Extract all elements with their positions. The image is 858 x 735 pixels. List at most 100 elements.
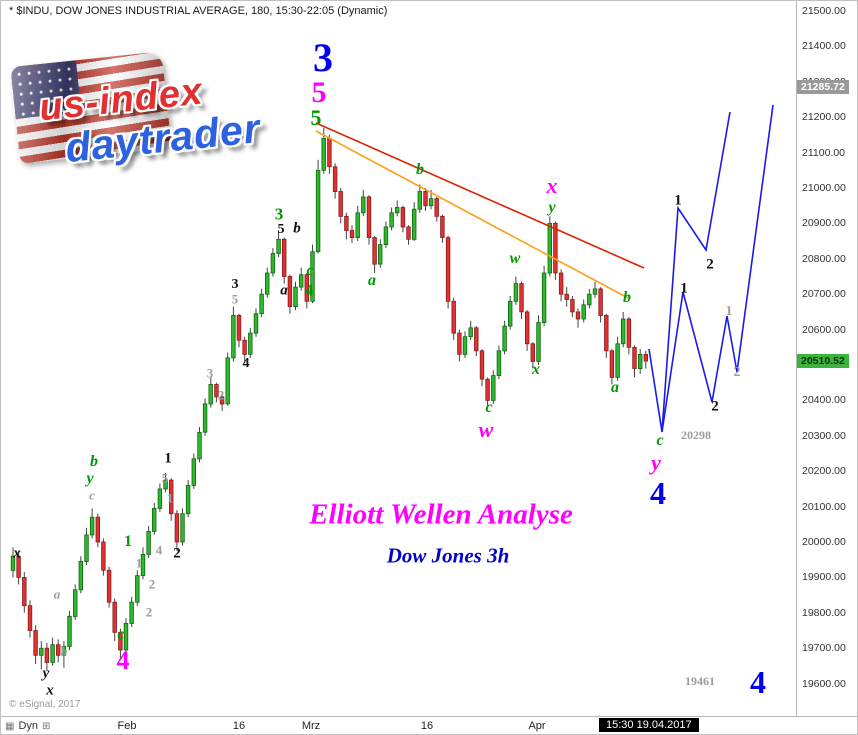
wave-annotation[interactable]: 1 bbox=[124, 533, 132, 550]
wave-annotation[interactable]: a bbox=[53, 586, 61, 602]
price-axis-label: 20900.00 bbox=[802, 217, 846, 230]
grid-icon: ▦ bbox=[5, 720, 15, 732]
price-axis[interactable]: 21500.0021400.0021300.0021200.0021100.00… bbox=[797, 1, 857, 716]
wave-annotation[interactable]: 4 bbox=[304, 280, 314, 300]
wave-annotation[interactable]: x bbox=[13, 545, 21, 562]
price-axis-label: 19700.00 bbox=[802, 642, 846, 655]
wave-annotation[interactable]: 2 bbox=[706, 256, 714, 273]
wave-annotation[interactable]: 5 bbox=[231, 291, 239, 307]
wave-annotation[interactable]: 3 bbox=[313, 35, 333, 80]
wave-annotation[interactable]: x bbox=[46, 682, 54, 699]
wave-annotation[interactable]: c bbox=[306, 262, 314, 279]
wave-annotation[interactable]: y bbox=[651, 450, 661, 475]
upper-price-badge: 21285.72 bbox=[797, 79, 849, 94]
wave-annotation[interactable]: 2 bbox=[148, 576, 156, 592]
wave-annotation[interactable]: y bbox=[548, 199, 556, 216]
trendline-red[interactable] bbox=[315, 122, 645, 269]
wave-annotation[interactable]: 1 bbox=[135, 555, 143, 571]
analysis-headline: Elliott Wellen Analyse bbox=[309, 498, 573, 531]
wave-annotation[interactable]: b bbox=[623, 289, 631, 306]
wave-annotation[interactable]: b bbox=[293, 220, 301, 237]
chart-title: * $INDU, DOW JONES INDUSTRIAL AVERAGE, 1… bbox=[9, 5, 388, 17]
wave-annotation[interactable]: 2 bbox=[173, 545, 181, 562]
wave-annotation[interactable]: 2 bbox=[711, 398, 719, 415]
price-axis-label: 20400.00 bbox=[802, 394, 846, 407]
price-axis-label: 20700.00 bbox=[802, 288, 846, 301]
time-axis-label: Feb bbox=[117, 720, 137, 732]
wave-annotation[interactable]: b bbox=[60, 643, 68, 659]
wave-annotation[interactable]: 3 bbox=[231, 277, 239, 292]
wave-annotation[interactable]: 5 bbox=[310, 105, 322, 130]
price-axis-label: 21500.00 bbox=[802, 5, 846, 17]
wave-annotation[interactable]: 4 bbox=[750, 664, 766, 700]
price-axis-label: 21400.00 bbox=[802, 40, 846, 53]
wave-annotation[interactable]: a bbox=[611, 379, 619, 396]
price-axis-label: 21100.00 bbox=[802, 146, 846, 159]
wave-annotation[interactable]: y bbox=[42, 665, 50, 682]
wave-annotation[interactable]: x bbox=[546, 173, 558, 198]
page-tab-label: Dyn bbox=[18, 720, 39, 732]
wave-annotation[interactable]: b bbox=[416, 161, 424, 178]
price-axis-label: 20200.00 bbox=[802, 465, 846, 478]
price-axis-label: 21200.00 bbox=[802, 111, 846, 124]
wave-annotation[interactable]: 2 bbox=[145, 604, 153, 620]
candlestick-series bbox=[10, 127, 648, 672]
wave-annotation[interactable]: c bbox=[89, 487, 95, 503]
time-axis-label: 16 bbox=[420, 720, 434, 732]
price-axis-label: 21000.00 bbox=[802, 182, 846, 194]
wave-annotation[interactable]: 5 bbox=[161, 470, 169, 486]
copyright-notice: © eSignal, 2017 bbox=[9, 699, 81, 710]
projection-blue-alt2[interactable] bbox=[648, 104, 774, 433]
wave-annotation[interactable]: 1 bbox=[166, 490, 174, 506]
wave-annotation[interactable]: b bbox=[90, 453, 98, 470]
wave-annotation[interactable]: 1 bbox=[164, 450, 172, 467]
wave-annotation[interactable]: 1 bbox=[680, 280, 688, 297]
price-axis-label: 19600.00 bbox=[802, 677, 846, 690]
projection-blue-alt1[interactable] bbox=[661, 111, 731, 433]
wave-annotation[interactable]: 4 bbox=[242, 356, 250, 371]
price-axis-label: 20000.00 bbox=[802, 536, 846, 548]
wave-annotation[interactable]: 4 bbox=[116, 646, 130, 675]
time-axis-label: Apr bbox=[528, 720, 546, 732]
drawing-overlays[interactable] bbox=[315, 104, 774, 433]
wave-annotation[interactable]: 4 bbox=[650, 475, 666, 511]
wave-annotation[interactable]: y bbox=[86, 470, 94, 487]
price-axis-label: 19900.00 bbox=[802, 571, 846, 584]
wave-annotation[interactable]: c bbox=[656, 432, 664, 449]
layout-icon: ⊞ bbox=[42, 720, 51, 732]
price-axis-label: 19800.00 bbox=[802, 606, 846, 619]
wave-annotation[interactable]: 2 bbox=[733, 365, 741, 380]
wave-annotation[interactable]: a bbox=[280, 282, 288, 299]
wave-annotation[interactable]: 1 bbox=[725, 304, 733, 319]
price-axis-label: 20300.00 bbox=[802, 429, 846, 442]
wave-annotation[interactable]: w bbox=[509, 250, 521, 267]
price-axis-label: 20800.00 bbox=[802, 252, 846, 265]
wave-annotation[interactable]: w bbox=[478, 417, 494, 442]
wave-annotation[interactable]: 2 bbox=[217, 387, 225, 403]
price-axis-label: 20100.00 bbox=[802, 500, 846, 513]
price-axis-label: 20600.00 bbox=[802, 323, 846, 336]
wave-annotation[interactable]: 3 bbox=[274, 204, 284, 224]
last-price-badge: 20510.52 bbox=[797, 354, 849, 369]
wave-annotation[interactable]: c bbox=[485, 399, 493, 416]
cursor-time-badge: 15:30 19.04.2017 bbox=[599, 718, 699, 732]
wave-annotation[interactable]: 4 bbox=[155, 542, 163, 558]
time-axis-label: 16 bbox=[232, 720, 246, 732]
wave-annotation[interactable]: 1 bbox=[674, 192, 682, 209]
wave-annotation[interactable]: a bbox=[368, 272, 376, 289]
analysis-subline: Dow Jones 3h bbox=[386, 543, 510, 568]
page-tab-dyn[interactable]: ▦ Dyn ⊞ bbox=[5, 720, 50, 732]
wave-annotation[interactable]: 5 bbox=[277, 222, 285, 237]
wave-annotation[interactable]: 20298 bbox=[681, 428, 711, 442]
trendline-orange[interactable] bbox=[315, 130, 629, 299]
time-axis[interactable]: ▦ Dyn ⊞ 15:30 19.04.2017 Feb 16 Mrz 16 Apr bbox=[1, 716, 857, 734]
time-axis-label: Mrz bbox=[301, 720, 321, 732]
wave-annotation[interactable]: c bbox=[117, 626, 125, 643]
wave-annotation[interactable]: 5 bbox=[311, 76, 327, 109]
wave-annotation[interactable]: 19461 bbox=[685, 674, 715, 688]
wave-annotation[interactable]: x bbox=[532, 361, 540, 378]
wave-annotation[interactable]: 3 bbox=[206, 365, 214, 381]
